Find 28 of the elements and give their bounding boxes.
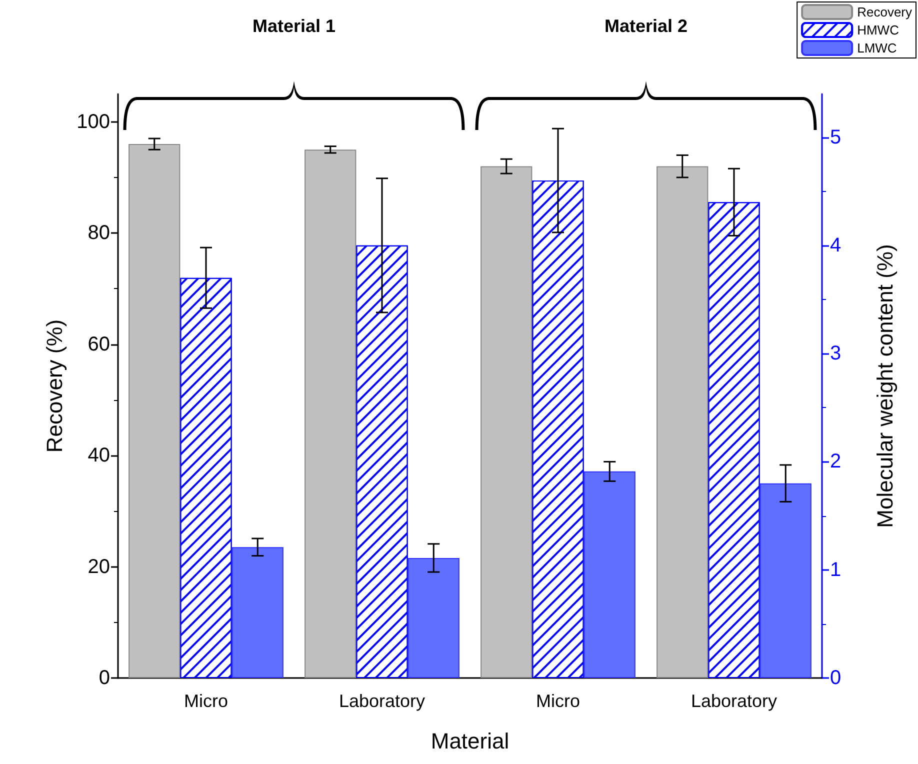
y2-tick-label: 4 bbox=[830, 234, 842, 256]
y-tick-label: 0 bbox=[98, 667, 110, 689]
x-tick-label: Micro bbox=[536, 691, 580, 711]
legend-label: HMWC bbox=[857, 22, 899, 38]
y-axis-title: Recovery (%) bbox=[42, 319, 68, 453]
bar bbox=[408, 558, 460, 678]
y-tick-label: 60 bbox=[88, 333, 110, 356]
bar bbox=[760, 483, 812, 678]
text: Material 2 bbox=[604, 16, 688, 36]
x-tick-label: Micro bbox=[184, 691, 228, 711]
y2-axis-title: Molecular weight content (%) bbox=[872, 244, 898, 528]
legend-label: Recovery bbox=[857, 4, 912, 20]
x-tick-label: Laboratory bbox=[338, 691, 426, 711]
x-axis-title: Material bbox=[430, 728, 510, 754]
y2-tick-label: 3 bbox=[830, 342, 842, 365]
y-tick-label: 100 bbox=[76, 110, 110, 133]
bar bbox=[584, 471, 636, 678]
y-tick-label: 40 bbox=[88, 444, 110, 467]
y2-tick-label: 5 bbox=[830, 126, 842, 148]
text: Material 1 bbox=[252, 16, 336, 36]
bar bbox=[232, 547, 284, 678]
y2-tick-label: 0 bbox=[830, 667, 842, 689]
x-tick-label: Laboratory bbox=[690, 691, 778, 711]
y-tick-label: 80 bbox=[88, 222, 110, 244]
y2-tick-label: 1 bbox=[830, 558, 842, 581]
legend-label: LMWC bbox=[857, 40, 897, 56]
y-tick-label: 20 bbox=[88, 556, 110, 578]
y2-tick-label: 2 bbox=[830, 450, 842, 473]
